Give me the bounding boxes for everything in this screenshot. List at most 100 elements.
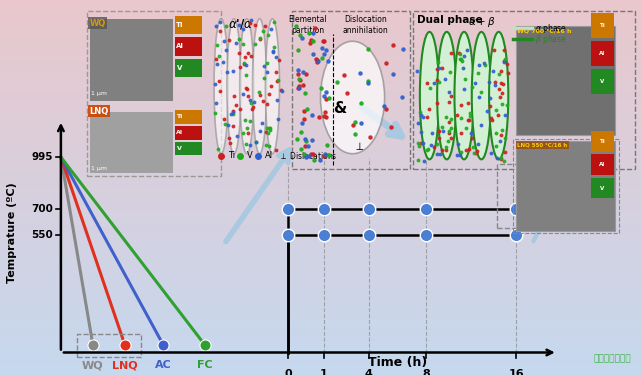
Bar xyxy=(0,317,641,319)
Text: V: V xyxy=(601,79,604,84)
Bar xyxy=(0,92,641,94)
Bar xyxy=(591,13,614,38)
Bar xyxy=(0,204,641,206)
Bar xyxy=(0,62,641,64)
Bar xyxy=(0,43,641,45)
Bar xyxy=(0,36,641,38)
Bar xyxy=(175,110,202,124)
Text: LNQ: LNQ xyxy=(90,107,109,116)
Bar xyxy=(0,291,641,292)
Bar xyxy=(0,96,641,98)
Text: Elemental
partition: Elemental partition xyxy=(288,15,327,35)
Bar xyxy=(0,319,641,321)
Bar xyxy=(0,234,641,236)
Text: 4: 4 xyxy=(365,369,372,375)
Bar xyxy=(0,326,641,328)
Bar xyxy=(0,322,641,324)
Text: 1 μm: 1 μm xyxy=(91,91,107,96)
Bar xyxy=(0,120,641,122)
Bar xyxy=(0,176,641,178)
Bar xyxy=(0,137,641,139)
Bar xyxy=(0,238,641,240)
Text: V: V xyxy=(177,146,182,151)
Bar xyxy=(0,369,641,371)
Bar xyxy=(0,232,641,234)
Bar xyxy=(0,212,641,214)
Bar xyxy=(0,8,641,9)
Bar xyxy=(0,75,641,77)
Bar xyxy=(0,251,641,253)
Bar xyxy=(0,64,641,66)
Ellipse shape xyxy=(227,19,241,154)
Text: $\alpha$'/$\alpha$: $\alpha$'/$\alpha$ xyxy=(228,17,253,31)
Bar xyxy=(0,32,641,34)
Bar xyxy=(0,139,641,141)
Bar xyxy=(0,82,641,84)
Ellipse shape xyxy=(240,19,254,154)
Bar xyxy=(0,99,641,101)
Text: WQ 700 °C/16 h: WQ 700 °C/16 h xyxy=(517,28,572,33)
Bar xyxy=(0,105,641,107)
Bar xyxy=(0,358,641,360)
Bar xyxy=(0,182,641,184)
Bar xyxy=(0,366,641,368)
Bar xyxy=(0,11,641,13)
Bar xyxy=(0,343,641,345)
Text: 550: 550 xyxy=(31,230,53,240)
Text: $\perp$: $\perp$ xyxy=(353,140,365,152)
Bar xyxy=(0,268,641,270)
Bar xyxy=(0,373,641,375)
Bar xyxy=(0,131,641,133)
Bar xyxy=(0,171,641,172)
Bar xyxy=(0,360,641,362)
Bar xyxy=(0,264,641,266)
Bar xyxy=(0,38,641,39)
Bar xyxy=(0,347,641,349)
Bar xyxy=(0,172,641,174)
Bar xyxy=(175,142,202,155)
Bar xyxy=(0,101,641,103)
Bar xyxy=(0,22,641,24)
Bar xyxy=(0,272,641,274)
Bar xyxy=(0,112,641,114)
Bar xyxy=(591,69,614,94)
Bar xyxy=(0,9,641,11)
Bar xyxy=(0,53,641,54)
Bar xyxy=(0,142,641,144)
Ellipse shape xyxy=(253,19,267,154)
Bar xyxy=(175,59,202,77)
Bar xyxy=(0,60,641,62)
Bar xyxy=(0,262,641,264)
Bar xyxy=(0,328,641,330)
Bar xyxy=(0,58,641,60)
Text: Ti: Ti xyxy=(600,22,605,28)
Bar xyxy=(0,109,641,111)
Bar xyxy=(0,287,641,289)
Bar xyxy=(0,352,641,354)
Bar xyxy=(0,49,641,51)
Bar xyxy=(0,202,641,204)
Bar xyxy=(0,221,641,223)
Bar xyxy=(0,13,641,15)
Bar xyxy=(0,309,641,311)
Bar xyxy=(0,128,641,129)
Text: 0: 0 xyxy=(285,369,292,375)
Bar xyxy=(0,341,641,343)
Text: V: V xyxy=(247,151,253,160)
Bar xyxy=(0,178,641,180)
Bar xyxy=(0,152,641,154)
Bar xyxy=(0,240,641,242)
Bar xyxy=(0,368,641,369)
Bar xyxy=(0,229,641,231)
Bar xyxy=(0,86,641,88)
Text: 995: 995 xyxy=(31,152,53,162)
Bar xyxy=(0,259,641,261)
Text: Ti: Ti xyxy=(176,114,183,120)
Bar xyxy=(0,231,641,232)
Bar xyxy=(0,334,641,336)
Bar xyxy=(516,26,615,135)
Bar xyxy=(591,41,614,66)
Bar xyxy=(0,167,641,169)
Bar xyxy=(0,186,641,188)
Bar xyxy=(0,163,641,165)
